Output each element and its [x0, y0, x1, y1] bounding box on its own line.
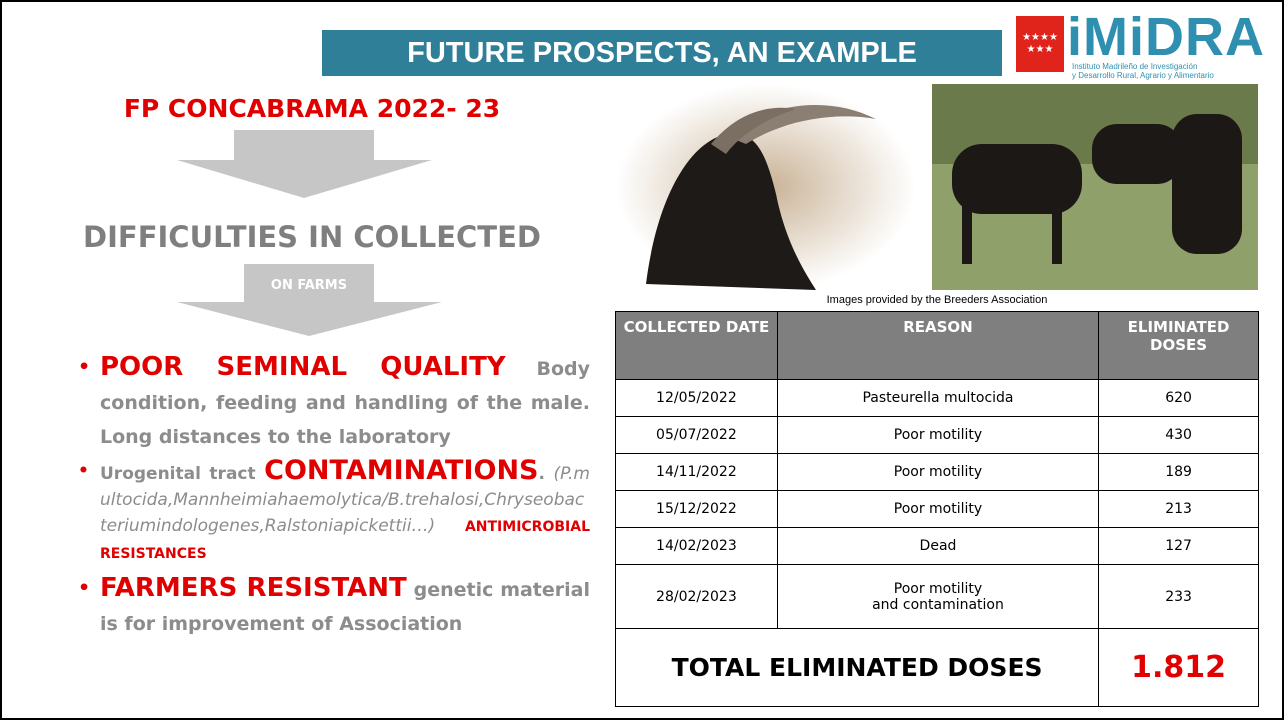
- table-cell: 15/12/2022: [616, 491, 778, 528]
- bullet: Urogenital tract CONTAMINATIONS. (P.mult…: [100, 458, 590, 567]
- total-value: 1.812: [1099, 629, 1259, 707]
- bullet-highlight: POOR SEMINAL QUALITY: [100, 352, 506, 382]
- goat-photo: [616, 84, 916, 290]
- table-cell: Poor motility: [777, 491, 1098, 528]
- table-cell: 28/02/2023: [616, 565, 778, 629]
- cell-line: and contamination: [778, 597, 1098, 613]
- table-cell: Poor motility: [777, 454, 1098, 491]
- table-cell: 430: [1099, 417, 1259, 454]
- table-cell: Dead: [777, 528, 1098, 565]
- total-label: TOTAL ELIMINATED DOSES: [616, 629, 1099, 707]
- table-cell: 620: [1099, 380, 1259, 417]
- svg-text:★★★: ★★★: [1027, 44, 1054, 55]
- bullet-highlight: FARMERS RESISTANT: [100, 573, 407, 603]
- table-cell: 14/11/2022: [616, 454, 778, 491]
- table-cell: Pasteurella multocida: [777, 380, 1098, 417]
- bullet-highlight: CONTAMINATIONS: [264, 455, 538, 486]
- table-cell: Poor motility: [777, 417, 1098, 454]
- table-cell: 233: [1099, 565, 1259, 629]
- svg-text:★★★★: ★★★★: [1022, 32, 1058, 43]
- header-cell: COLLECTED DATE: [616, 312, 778, 380]
- table-cell: 189: [1099, 454, 1259, 491]
- table-cell: 12/05/2022: [616, 380, 778, 417]
- table-cell: 05/07/2022: [616, 417, 778, 454]
- difficulties-label: DIFFICULTIES IN COLLECTED: [62, 220, 562, 254]
- logo-flag: ★★★★★★★: [1016, 16, 1064, 72]
- bullet: POOR SEMINAL QUALITY Body condition, fee…: [100, 350, 590, 454]
- logo-line: y Desarrollo Rural, Agrario y Alimentari…: [1072, 71, 1214, 80]
- bullet-text: .: [539, 464, 545, 484]
- logo-name: iMiDRA: [1067, 6, 1265, 68]
- bullet-text: Urogenital tract: [100, 464, 264, 484]
- header-cell: ELIMINATED DOSES: [1099, 312, 1259, 380]
- cell-line: Poor motility: [778, 581, 1098, 597]
- table-cell: 127: [1099, 528, 1259, 565]
- goats-photo: [932, 84, 1258, 290]
- header-cell: REASON: [777, 312, 1098, 380]
- bullet-list: POOR SEMINAL QUALITY Body condition, fee…: [100, 350, 590, 645]
- table-cell: 213: [1099, 491, 1259, 528]
- slide: FUTURE PROSPECTS, AN EXAMPLE ★★★★★★★ iMi…: [0, 0, 1284, 720]
- logo-line: Instituto Madrileño de Investigación: [1072, 62, 1214, 71]
- image-caption: Images provided by the Breeders Associat…: [616, 294, 1258, 306]
- arrow-label: ON FARMS: [244, 278, 374, 293]
- table-cell: 14/02/2023: [616, 528, 778, 565]
- bullet: FARMERS RESISTANT genetic material is fo…: [100, 571, 590, 641]
